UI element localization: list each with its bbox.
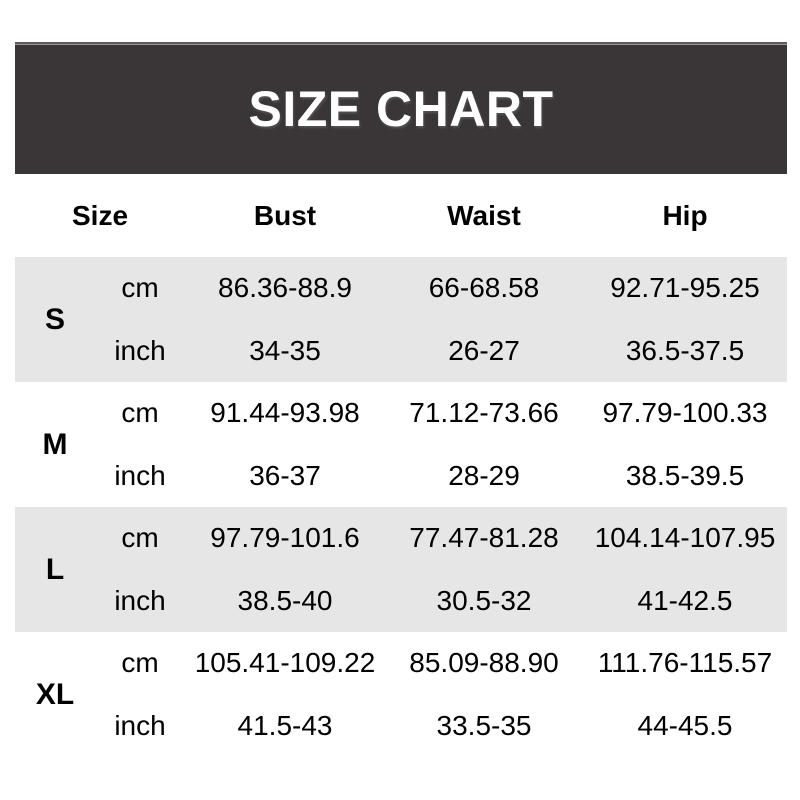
hip-cm-value: 97.79-100.33 <box>602 397 768 429</box>
unit-label-cm: cm <box>121 522 159 554</box>
waist-cm-value: 77.47-81.28 <box>409 522 559 554</box>
hip-inch-value: 38.5-39.5 <box>625 459 745 491</box>
unit-label-inch: inch <box>114 459 166 491</box>
bust-cm-value: 97.79-101.6 <box>210 522 360 554</box>
column-header-waist: Waist <box>447 199 521 231</box>
table-header-row: Size Bust Waist Hip <box>15 174 787 257</box>
waist-inch-value: 26-27 <box>448 334 520 366</box>
size-chart-banner: SIZE CHART <box>15 42 787 174</box>
table-row-l: L cm 97.79-101.6 77.47-81.28 104.14-107.… <box>15 507 787 632</box>
column-header-hip: Hip <box>662 199 708 231</box>
hip-cm-value: 92.71-95.25 <box>610 272 760 304</box>
bust-cm-value: 105.41-109.22 <box>194 647 376 679</box>
waist-cm-value: 85.09-88.90 <box>409 647 559 679</box>
unit-label-cm: cm <box>121 647 159 679</box>
bust-cm-value: 86.36-88.9 <box>218 272 352 304</box>
page-title: SIZE CHART <box>248 81 554 137</box>
waist-inch-value: 33.5-35 <box>436 709 532 741</box>
size-label: M <box>42 427 68 461</box>
size-chart-table: Size Bust Waist Hip S cm 86.36-88.9 66-6… <box>15 174 787 757</box>
unit-label-cm: cm <box>121 272 159 304</box>
table-row-xl: XL cm 105.41-109.22 85.09-88.90 111.76-1… <box>15 632 787 757</box>
hip-inch-value: 41-42.5 <box>637 584 733 616</box>
bust-inch-value: 34-35 <box>249 334 321 366</box>
bust-inch-value: 36-37 <box>249 459 321 491</box>
size-label: XL <box>35 677 75 711</box>
table-row-m: M cm 91.44-93.98 71.12-73.66 97.79-100.3… <box>15 382 787 507</box>
unit-label-inch: inch <box>114 584 166 616</box>
hip-inch-value: 36.5-37.5 <box>625 334 745 366</box>
waist-inch-value: 28-29 <box>448 459 520 491</box>
size-label: L <box>45 552 65 586</box>
size-label: S <box>44 302 65 336</box>
unit-label-cm: cm <box>121 397 159 429</box>
hip-inch-value: 44-45.5 <box>637 709 733 741</box>
bust-inch-value: 38.5-40 <box>237 584 333 616</box>
column-header-bust: Bust <box>253 199 317 231</box>
waist-inch-value: 30.5-32 <box>436 584 532 616</box>
hip-cm-value: 104.14-107.95 <box>594 522 776 554</box>
waist-cm-value: 71.12-73.66 <box>409 397 559 429</box>
table-row-s: S cm 86.36-88.9 66-68.58 92.71-95.25 inc… <box>15 257 787 382</box>
column-header-size: Size <box>71 199 129 231</box>
unit-label-inch: inch <box>114 334 166 366</box>
unit-label-inch: inch <box>114 709 166 741</box>
hip-cm-value: 111.76-115.57 <box>597 647 773 679</box>
bust-inch-value: 41.5-43 <box>237 709 333 741</box>
bust-cm-value: 91.44-93.98 <box>210 397 360 429</box>
waist-cm-value: 66-68.58 <box>428 272 540 304</box>
